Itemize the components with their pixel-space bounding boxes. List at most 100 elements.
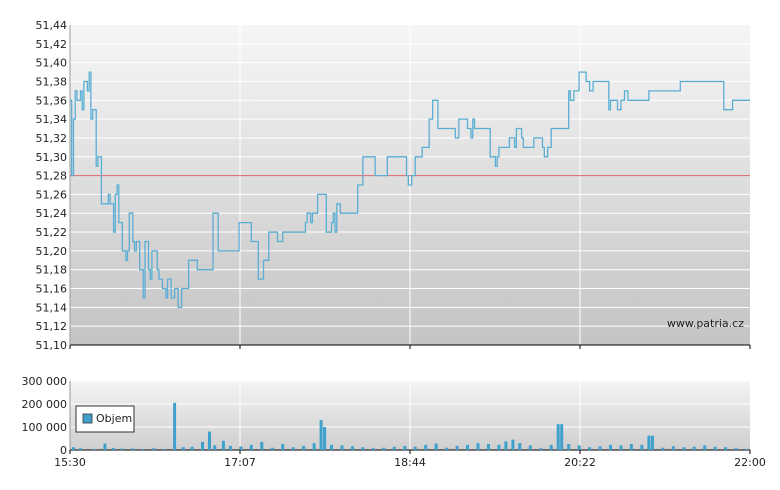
volume-bar <box>228 445 232 450</box>
volume-bar <box>629 444 633 450</box>
volume-bar <box>213 445 217 450</box>
volume-y-tick-label: 100 000 <box>22 421 68 434</box>
volume-bar <box>312 443 316 450</box>
price-y-tick-label: 51,26 <box>36 188 68 201</box>
volume-bar <box>201 441 204 450</box>
x-tick-label: 17:07 <box>224 456 256 469</box>
volume-bar <box>281 444 285 450</box>
volume-bar <box>703 445 707 450</box>
volume-bar <box>302 445 306 450</box>
volume-bar <box>72 447 75 450</box>
volume-bar <box>745 448 748 450</box>
volume-legend: Objem <box>75 405 135 433</box>
volume-bar <box>392 446 396 450</box>
x-tick-label: 18:44 <box>394 456 426 469</box>
volume-bar <box>152 448 156 450</box>
price-y-tick-label: 51,20 <box>36 245 68 258</box>
volume-bar <box>131 448 135 450</box>
volume-bar <box>79 448 82 450</box>
volume-bar <box>382 447 386 450</box>
price-y-tick-label: 51,16 <box>36 283 68 296</box>
volume-bars <box>72 402 748 450</box>
volume-bar <box>445 447 449 450</box>
volume-bar <box>724 447 728 450</box>
volume-bar <box>323 427 327 450</box>
volume-bar <box>692 446 696 450</box>
volume-bar <box>361 447 365 450</box>
volume-bar <box>120 448 124 450</box>
volume-y-tick-label: 300 000 <box>22 375 68 388</box>
volume-bar <box>713 446 717 450</box>
volume-bar <box>671 446 675 450</box>
volume-bar <box>455 445 459 450</box>
price-y-tick-label: 51,14 <box>36 301 68 314</box>
volume-bar <box>371 448 375 450</box>
x-tick-label: 15:30 <box>54 456 86 469</box>
volume-bar <box>661 447 665 450</box>
volume-bar <box>556 424 560 450</box>
price-y-tick-label: 51,40 <box>36 57 68 70</box>
volume-bar <box>351 446 354 450</box>
volume-bar <box>598 446 602 450</box>
volume-bar <box>173 402 177 450</box>
volume-bar <box>190 446 194 450</box>
price-y-tick-label: 51,12 <box>36 320 68 333</box>
volume-bar <box>577 445 581 450</box>
volume-grid <box>70 380 750 428</box>
volume-bar <box>650 435 654 450</box>
volume-bar <box>260 441 264 450</box>
volume-bar <box>567 444 571 450</box>
volume-bar <box>340 445 344 450</box>
volume-bar <box>487 444 490 450</box>
price-y-tick-label: 51,28 <box>36 170 68 183</box>
price-y-tick-label: 51,10 <box>36 339 68 352</box>
price-y-tick-label: 51,30 <box>36 151 68 164</box>
volume-bar <box>619 445 623 450</box>
volume-bar <box>330 444 333 450</box>
volume-bar <box>511 439 515 450</box>
volume-bar <box>181 447 185 450</box>
price-y-tick-label: 51,22 <box>36 226 68 239</box>
time-x-axis: 15:30 17:07 18:44 20:22 22:00 <box>54 25 766 469</box>
volume-bar <box>239 446 243 450</box>
volume-bar <box>539 448 543 450</box>
volume-bar <box>640 444 644 450</box>
volume-bar <box>208 431 211 450</box>
price-y-tick-label: 51,32 <box>36 132 68 145</box>
price-y-tick-label: 51,24 <box>36 207 68 220</box>
volume-bar <box>609 444 612 450</box>
volume-bar <box>112 447 116 450</box>
price-y-tick-label: 51,42 <box>36 38 68 51</box>
volume-bar <box>734 448 738 450</box>
legend-swatch <box>82 413 93 424</box>
volume-bar <box>291 447 295 450</box>
volume-bar <box>476 443 480 450</box>
volume-y-axis: 0 100 000 200 000 300 000 <box>22 375 68 457</box>
volume-bar <box>319 420 323 450</box>
volume-bar <box>270 447 274 450</box>
volume-bar <box>647 435 651 450</box>
price-y-tick-label: 51,38 <box>36 75 68 88</box>
volume-bar <box>497 444 501 450</box>
volume-bar <box>560 424 564 450</box>
price-y-tick-label: 51,36 <box>36 94 68 107</box>
volume-y-tick-label: 0 <box>60 444 67 457</box>
volume-y-tick-label: 200 000 <box>22 398 68 411</box>
volume-bar <box>682 447 686 450</box>
volume-bar <box>249 444 253 450</box>
volume-bar <box>504 441 508 450</box>
legend-label: Objem <box>96 412 132 425</box>
watermark: www.patria.cz <box>667 317 744 330</box>
volume-bar <box>518 443 522 450</box>
price-y-axis: 51,10 51,12 51,14 51,16 51,18 51,20 51,22 51,24… <box>36 19 68 352</box>
volume-bar <box>221 440 225 450</box>
volume-bar <box>528 445 532 450</box>
x-tick-label: 20:22 <box>564 456 596 469</box>
volume-bar <box>434 443 438 450</box>
price-y-tick-label: 51,44 <box>36 19 68 32</box>
volume-bar <box>141 448 145 450</box>
volume-bar <box>403 445 407 450</box>
volume-bar <box>413 446 417 450</box>
